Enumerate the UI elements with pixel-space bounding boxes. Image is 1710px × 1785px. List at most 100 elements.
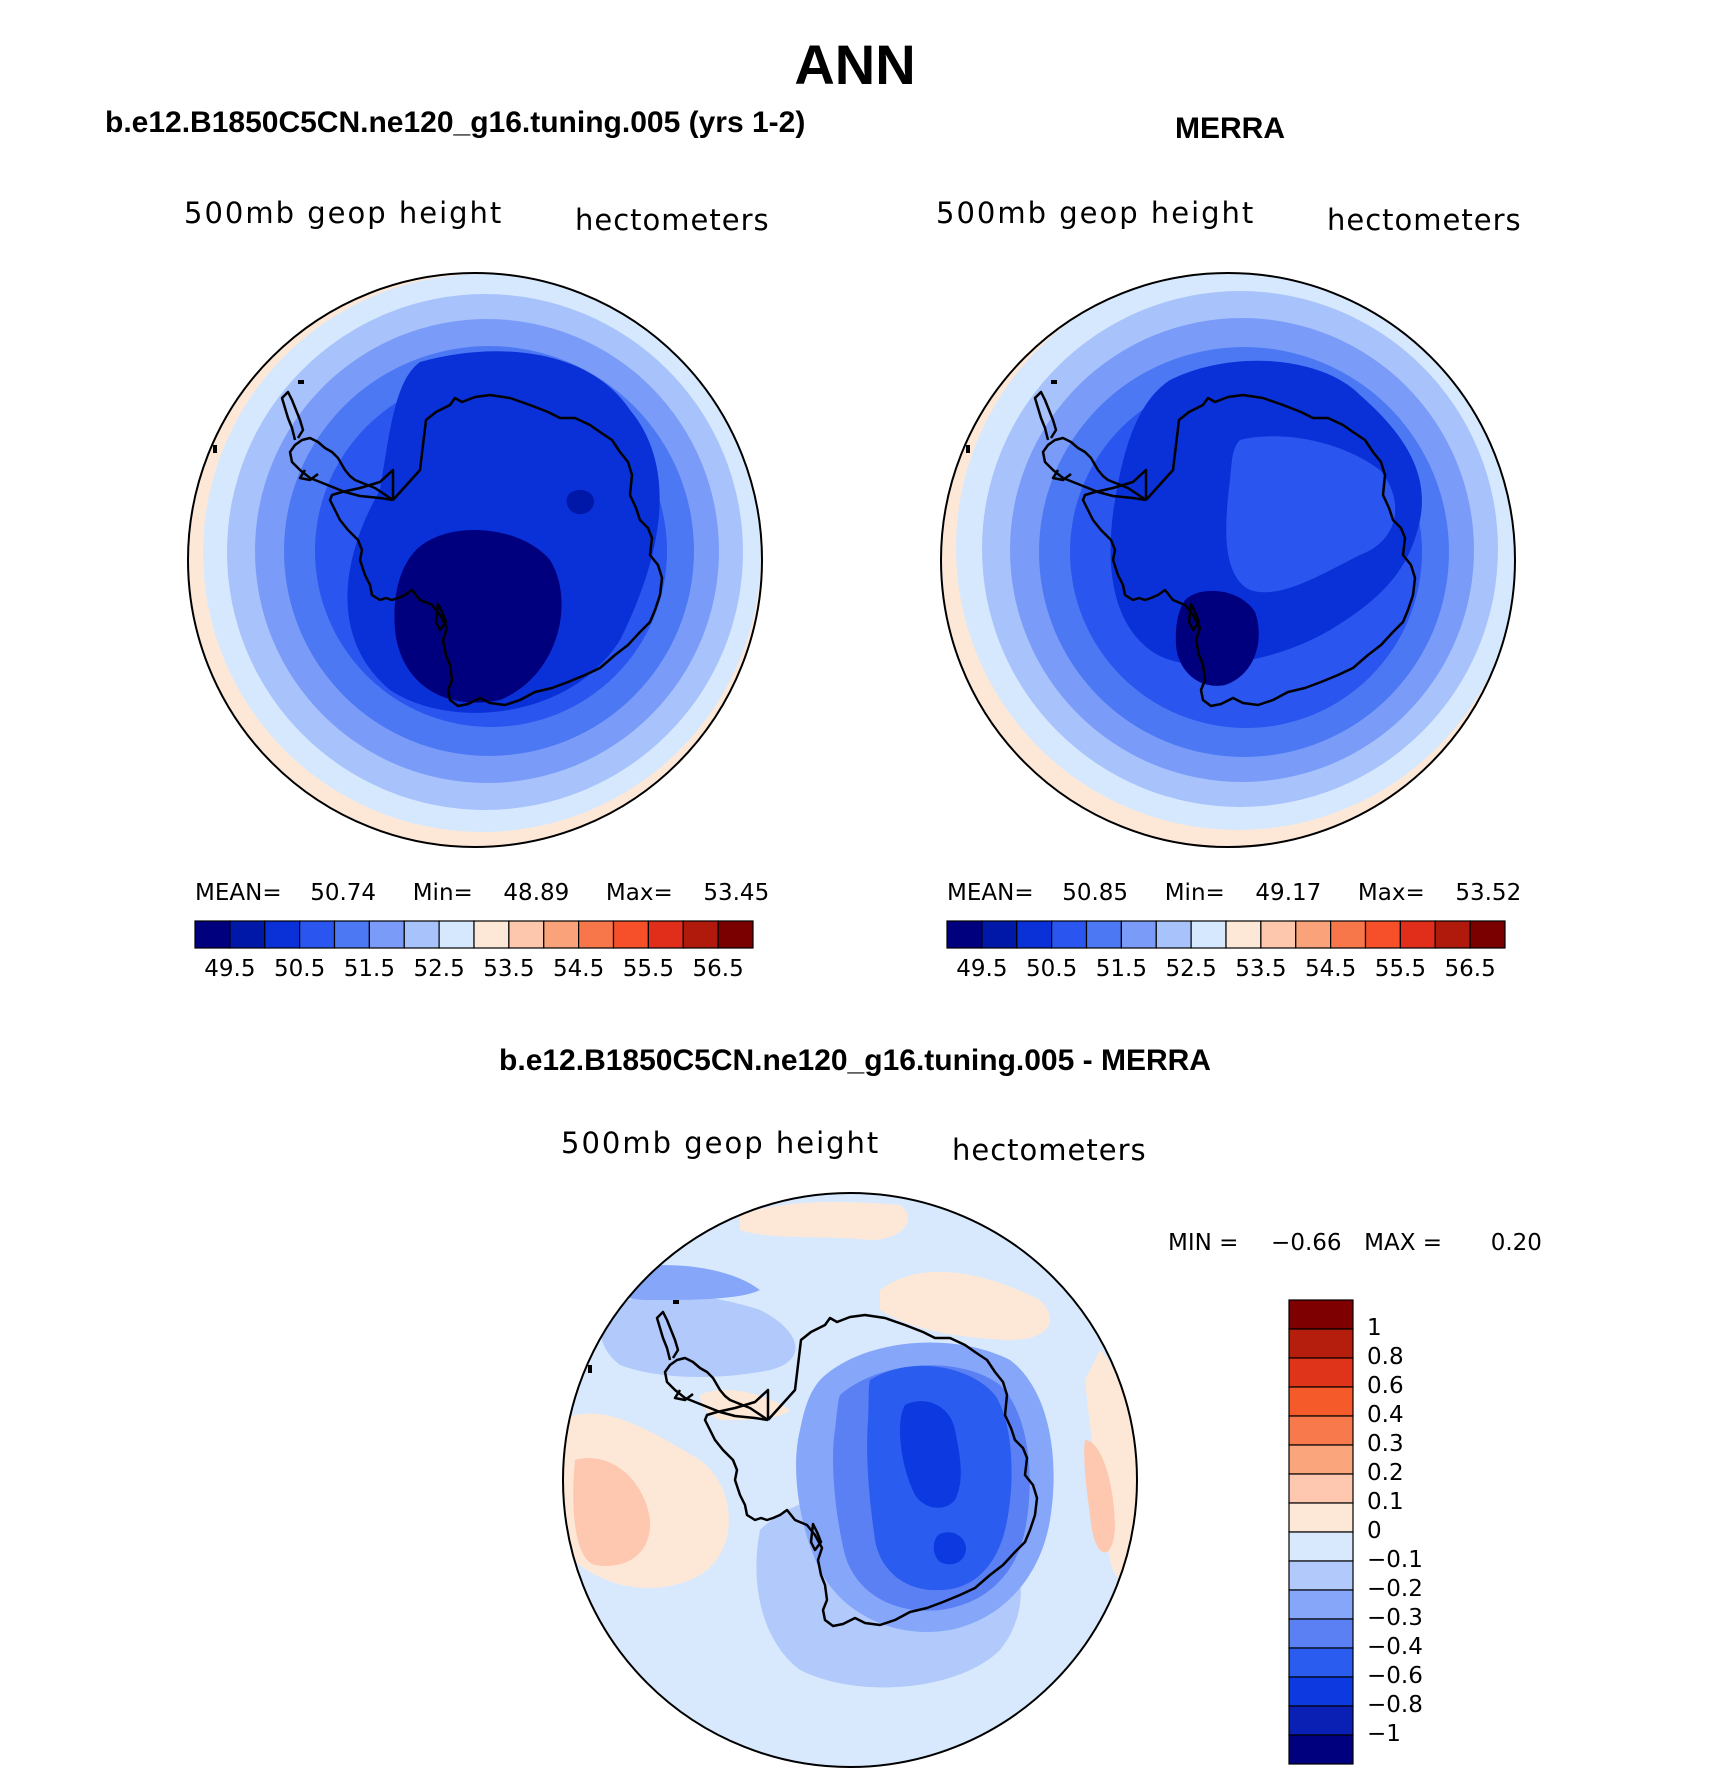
right-coastline	[1033, 390, 1417, 708]
difference-colorbar-tick-label: 0.2	[1367, 1460, 1404, 1486]
difference-colorbar-box	[1288, 1415, 1354, 1446]
difference-colorbar-box	[1288, 1473, 1354, 1504]
right-colorbar-box	[1260, 920, 1297, 949]
right-colorbar-box	[1085, 920, 1122, 949]
left-colorbar-box	[578, 920, 615, 949]
right-colorbar-tick-label: 56.5	[1444, 956, 1496, 982]
difference-colorbar-box	[1288, 1444, 1354, 1475]
difference-colorbar-box	[1288, 1734, 1354, 1765]
left-max-value: 53.45	[703, 880, 770, 906]
right-colorbar-box	[1399, 920, 1436, 949]
difference-colorbar-box	[1288, 1502, 1354, 1533]
difference-colorbar-tick-label: −0.1	[1367, 1547, 1423, 1573]
left-max-label: Max=	[605, 880, 673, 906]
left-colorbar-box	[299, 920, 336, 949]
difference-colorbar-tick-label: 0.3	[1367, 1431, 1404, 1457]
left-map	[188, 273, 762, 847]
left-colorbar-tick-label: 50.5	[274, 956, 326, 982]
difference-colorbar-box	[1288, 1647, 1354, 1678]
right-mean-value: 50.85	[1062, 880, 1129, 906]
left-colorbar-box	[647, 920, 684, 949]
left-colorbar-tick-label: 53.5	[483, 956, 535, 982]
left-colorbar-box	[229, 920, 266, 949]
left-colorbar-tick-label: 54.5	[553, 956, 605, 982]
left-colorbar-tick-label: 52.5	[413, 956, 465, 982]
difference-colorbar-tick-label: −0.8	[1367, 1692, 1423, 1718]
difference-colorbar-tick-label: −0.2	[1367, 1576, 1423, 1602]
difference-colorbar-tick-label: 0.4	[1367, 1402, 1404, 1428]
difference-colorbar-tick-label: 0.6	[1367, 1373, 1404, 1399]
bottom-island	[673, 1300, 679, 1304]
figure-title: ANN	[794, 33, 916, 96]
bottom-units-label: hectometers	[952, 1133, 1147, 1167]
left-variable-label: 500mb geop height	[184, 196, 504, 230]
right-min-value: 49.17	[1255, 880, 1322, 906]
left-colorbar-tick-label: 49.5	[204, 956, 256, 982]
right-max-label: Max=	[1357, 880, 1425, 906]
difference-colorbar-box	[1288, 1299, 1354, 1330]
bottom-map	[563, 1193, 1137, 1767]
left-colorbar-tick-label: 51.5	[343, 956, 395, 982]
bottom-max-value: 0.20	[1490, 1230, 1542, 1256]
right-colorbar-tick-label: 54.5	[1305, 956, 1357, 982]
right-colorbar-box	[1364, 920, 1401, 949]
left-island	[298, 380, 304, 384]
difference-colorbar-tick-label: −1	[1367, 1721, 1401, 1747]
left-colorbar-box	[403, 920, 440, 949]
difference-colorbar-box	[1288, 1357, 1354, 1388]
difference-colorbar-box	[1288, 1531, 1354, 1562]
right-map	[941, 273, 1515, 847]
difference-colorbar-box	[1288, 1618, 1354, 1649]
right-colorbar-box	[981, 920, 1018, 949]
right-panel-title: MERRA	[1175, 112, 1285, 145]
right-colorbar-box	[1120, 920, 1157, 949]
difference-colorbar-box	[1288, 1676, 1354, 1707]
right-colorbar-tick-label: 53.5	[1235, 956, 1287, 982]
left-stats: MEAN= 50.74 Min= 48.89 Max= 53.45	[195, 880, 769, 906]
bottom-max-label: MAX =	[1364, 1230, 1443, 1256]
left-min-label: Min=	[412, 880, 473, 906]
right-colorbar-box	[1434, 920, 1471, 949]
difference-colorbar-tick-label: 0.1	[1367, 1489, 1404, 1515]
right-max-value: 53.52	[1455, 880, 1522, 906]
difference-colorbar-tick-label: 1	[1367, 1315, 1382, 1341]
difference-colorbar-tick-label: 0.8	[1367, 1344, 1404, 1370]
left-colorbar-box	[612, 920, 649, 949]
right-colorbar-box	[1190, 920, 1227, 949]
difference-colorbar-box	[1288, 1386, 1354, 1417]
bottom-minmax: MIN = −0.66 MAX = 0.20	[1168, 1230, 1542, 1256]
bottom-min-value: −0.66	[1271, 1230, 1342, 1256]
right-colorbar-box	[1469, 920, 1506, 949]
bottom-min-label: MIN =	[1168, 1230, 1239, 1256]
left-colorbar-tick-label: 55.5	[622, 956, 674, 982]
left-island-2	[213, 445, 217, 453]
right-colorbar	[946, 920, 1506, 949]
left-coastline	[280, 390, 664, 708]
right-units-label: hectometers	[1327, 203, 1522, 237]
left-colorbar-tick-label: 56.5	[692, 956, 744, 982]
right-island	[1051, 380, 1057, 384]
bottom-coastline	[655, 1310, 1039, 1628]
right-variable-label: 500mb geop height	[936, 196, 1256, 230]
right-colorbar-box	[1051, 920, 1088, 949]
right-colorbar-tick-label: 50.5	[1026, 956, 1078, 982]
right-colorbar-box	[1155, 920, 1192, 949]
right-colorbar-box	[946, 920, 983, 949]
left-colorbar-box	[333, 920, 370, 949]
right-colorbar-tick-label: 55.5	[1374, 956, 1426, 982]
right-stats: MEAN= 50.85 Min= 49.17 Max= 53.52	[947, 880, 1521, 906]
bottom-map-border	[562, 1192, 1138, 1768]
left-colorbar-box	[717, 920, 754, 949]
left-colorbar-box	[368, 920, 405, 949]
left-colorbar-box	[508, 920, 545, 949]
left-colorbar	[194, 920, 754, 949]
left-colorbar-box	[682, 920, 719, 949]
right-colorbar-box	[1295, 920, 1332, 949]
difference-colorbar-box	[1288, 1328, 1354, 1359]
left-colorbar-box	[543, 920, 580, 949]
right-colorbar-tick-label: 49.5	[956, 956, 1008, 982]
left-colorbar-box	[438, 920, 475, 949]
right-min-label: Min=	[1164, 880, 1225, 906]
